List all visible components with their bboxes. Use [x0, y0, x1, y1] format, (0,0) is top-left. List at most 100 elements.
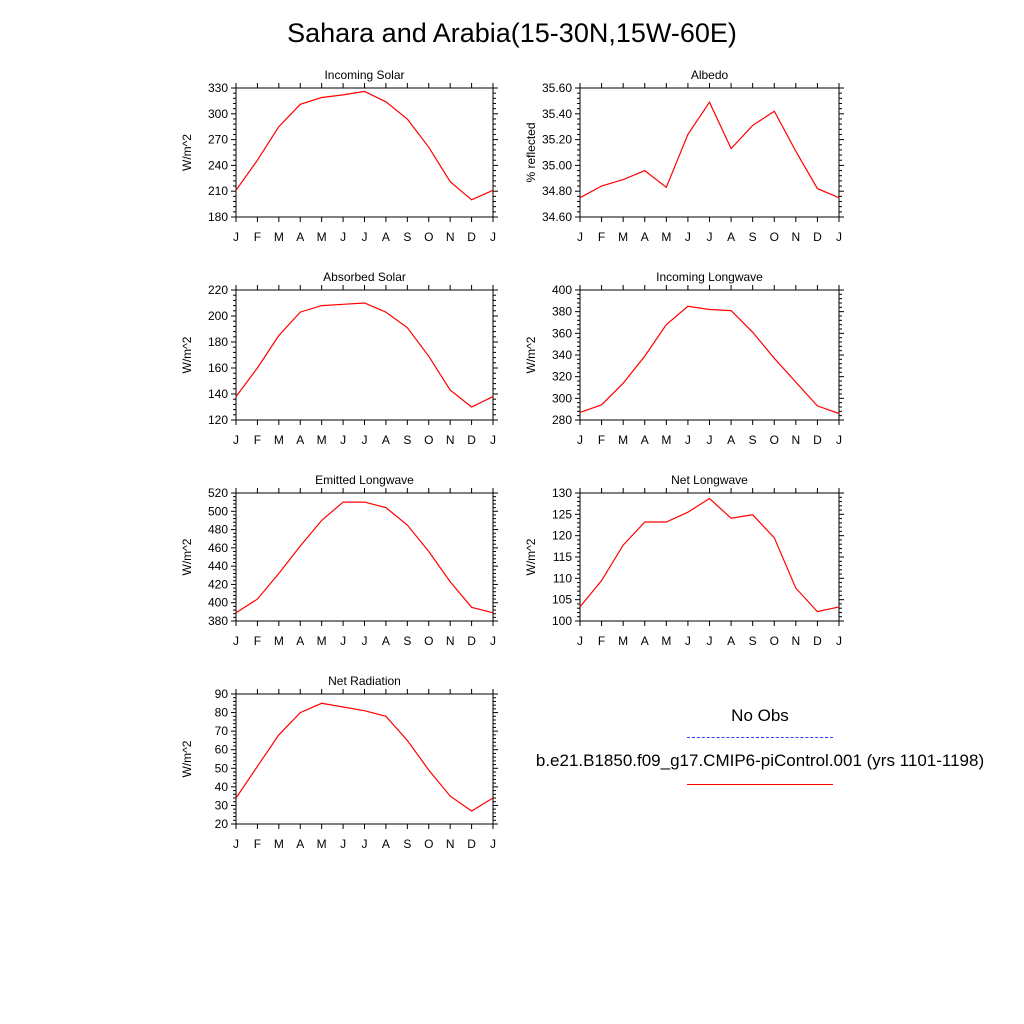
- x-tick-label: O: [770, 433, 779, 447]
- x-tick-label: M: [661, 433, 671, 447]
- x-tick-label: M: [661, 230, 671, 244]
- x-tick-label: O: [770, 634, 779, 648]
- panel-title: Incoming Longwave: [656, 270, 763, 284]
- x-tick-label: D: [467, 433, 476, 447]
- x-tick-label: J: [233, 837, 239, 851]
- x-tick-label: M: [618, 433, 628, 447]
- x-tick-label: J: [685, 433, 691, 447]
- chart-panel: Incoming Longwave W/m^2 280 300 320 340 360 380…: [524, 270, 844, 447]
- legend-model-line: [687, 784, 833, 785]
- x-tick-label: S: [403, 837, 411, 851]
- y-tick-label: 35.20: [542, 133, 572, 147]
- x-tick-label: S: [749, 634, 757, 648]
- x-tick-label: J: [836, 634, 842, 648]
- x-tick-label: J: [577, 230, 583, 244]
- x-tick-label: F: [254, 837, 261, 851]
- x-tick-label: D: [467, 837, 476, 851]
- y-tick-label: 520: [208, 486, 228, 500]
- y-tick-label: 130: [552, 486, 572, 500]
- x-tick-label: J: [836, 230, 842, 244]
- x-tick-label: M: [317, 433, 327, 447]
- x-tick-label: M: [317, 230, 327, 244]
- x-tick-label: J: [362, 230, 368, 244]
- series-line: [235, 501, 494, 614]
- y-tick-label: 380: [208, 614, 228, 628]
- y-tick-label: 35.40: [542, 107, 572, 121]
- y-tick-label: 460: [208, 541, 228, 555]
- panel-title: Emitted Longwave: [315, 473, 414, 487]
- x-tick-label: J: [577, 433, 583, 447]
- y-tick-label: 270: [208, 133, 228, 147]
- y-tick-label: 35.60: [542, 81, 572, 95]
- y-axis-label: W/m^2: [524, 336, 538, 373]
- x-tick-label: S: [403, 634, 411, 648]
- x-tick-label: M: [618, 634, 628, 648]
- x-tick-label: M: [274, 634, 284, 648]
- x-tick-label: N: [446, 230, 455, 244]
- y-tick-label: 90: [215, 687, 229, 701]
- x-tick-label: M: [317, 634, 327, 648]
- x-tick-label: S: [749, 433, 757, 447]
- y-tick-label: 110: [553, 571, 572, 585]
- y-tick-label: 180: [208, 210, 228, 224]
- plot-frame: [235, 492, 494, 622]
- main-title: Sahara and Arabia(15-30N,15W-60E): [287, 18, 737, 48]
- y-tick-label: 340: [552, 348, 572, 362]
- y-tick-label: 80: [215, 706, 229, 720]
- x-tick-label: F: [254, 433, 261, 447]
- x-tick-label: A: [727, 230, 735, 244]
- y-tick-label: 160: [208, 361, 228, 375]
- x-tick-label: M: [317, 837, 327, 851]
- x-tick-label: J: [490, 433, 496, 447]
- y-tick-label: 240: [208, 158, 228, 172]
- x-tick-label: F: [254, 634, 261, 648]
- y-tick-label: 320: [552, 370, 572, 384]
- series-line: [579, 100, 840, 199]
- x-tick-label: J: [685, 634, 691, 648]
- y-tick-label: 120: [552, 529, 572, 543]
- y-tick-label: 200: [208, 309, 228, 323]
- plot-frame: [235, 289, 494, 421]
- plot-frame: [235, 87, 494, 218]
- y-tick-label: 120: [208, 413, 228, 427]
- y-tick-label: 35.00: [542, 158, 572, 172]
- x-tick-label: O: [424, 634, 433, 648]
- x-tick-label: A: [296, 837, 304, 851]
- x-tick-label: J: [490, 837, 496, 851]
- x-tick-label: A: [641, 634, 649, 648]
- x-tick-label: D: [813, 634, 822, 648]
- panel-title: Albedo: [691, 68, 729, 82]
- x-tick-label: F: [598, 230, 605, 244]
- plot-frame: [579, 87, 840, 218]
- x-tick-label: N: [791, 634, 800, 648]
- y-tick-label: 140: [208, 387, 228, 401]
- x-tick-label: J: [340, 634, 346, 648]
- x-tick-label: J: [490, 230, 496, 244]
- x-tick-label: A: [382, 433, 390, 447]
- y-tick-label: 380: [552, 305, 572, 319]
- x-tick-label: A: [641, 433, 649, 447]
- x-tick-label: A: [727, 634, 735, 648]
- x-tick-label: J: [233, 230, 239, 244]
- legend-model-label: b.e21.B1850.f09_g17.CMIP6-piControl.001 …: [535, 751, 985, 770]
- y-tick-label: 330: [208, 81, 228, 95]
- x-tick-label: A: [382, 230, 390, 244]
- x-tick-label: S: [749, 230, 757, 244]
- x-tick-label: M: [661, 634, 671, 648]
- y-tick-label: 400: [208, 596, 228, 610]
- x-tick-label: J: [707, 433, 713, 447]
- x-tick-label: A: [727, 433, 735, 447]
- x-tick-label: M: [274, 230, 284, 244]
- x-tick-label: M: [274, 433, 284, 447]
- series-line: [235, 302, 494, 408]
- y-axis-label: W/m^2: [180, 538, 194, 575]
- x-tick-label: N: [791, 433, 800, 447]
- x-tick-label: M: [274, 837, 284, 851]
- x-tick-label: A: [382, 837, 390, 851]
- y-tick-label: 280: [552, 413, 572, 427]
- y-tick-label: 500: [208, 504, 228, 518]
- y-tick-label: 180: [208, 335, 228, 349]
- x-tick-label: J: [340, 433, 346, 447]
- x-tick-label: S: [403, 230, 411, 244]
